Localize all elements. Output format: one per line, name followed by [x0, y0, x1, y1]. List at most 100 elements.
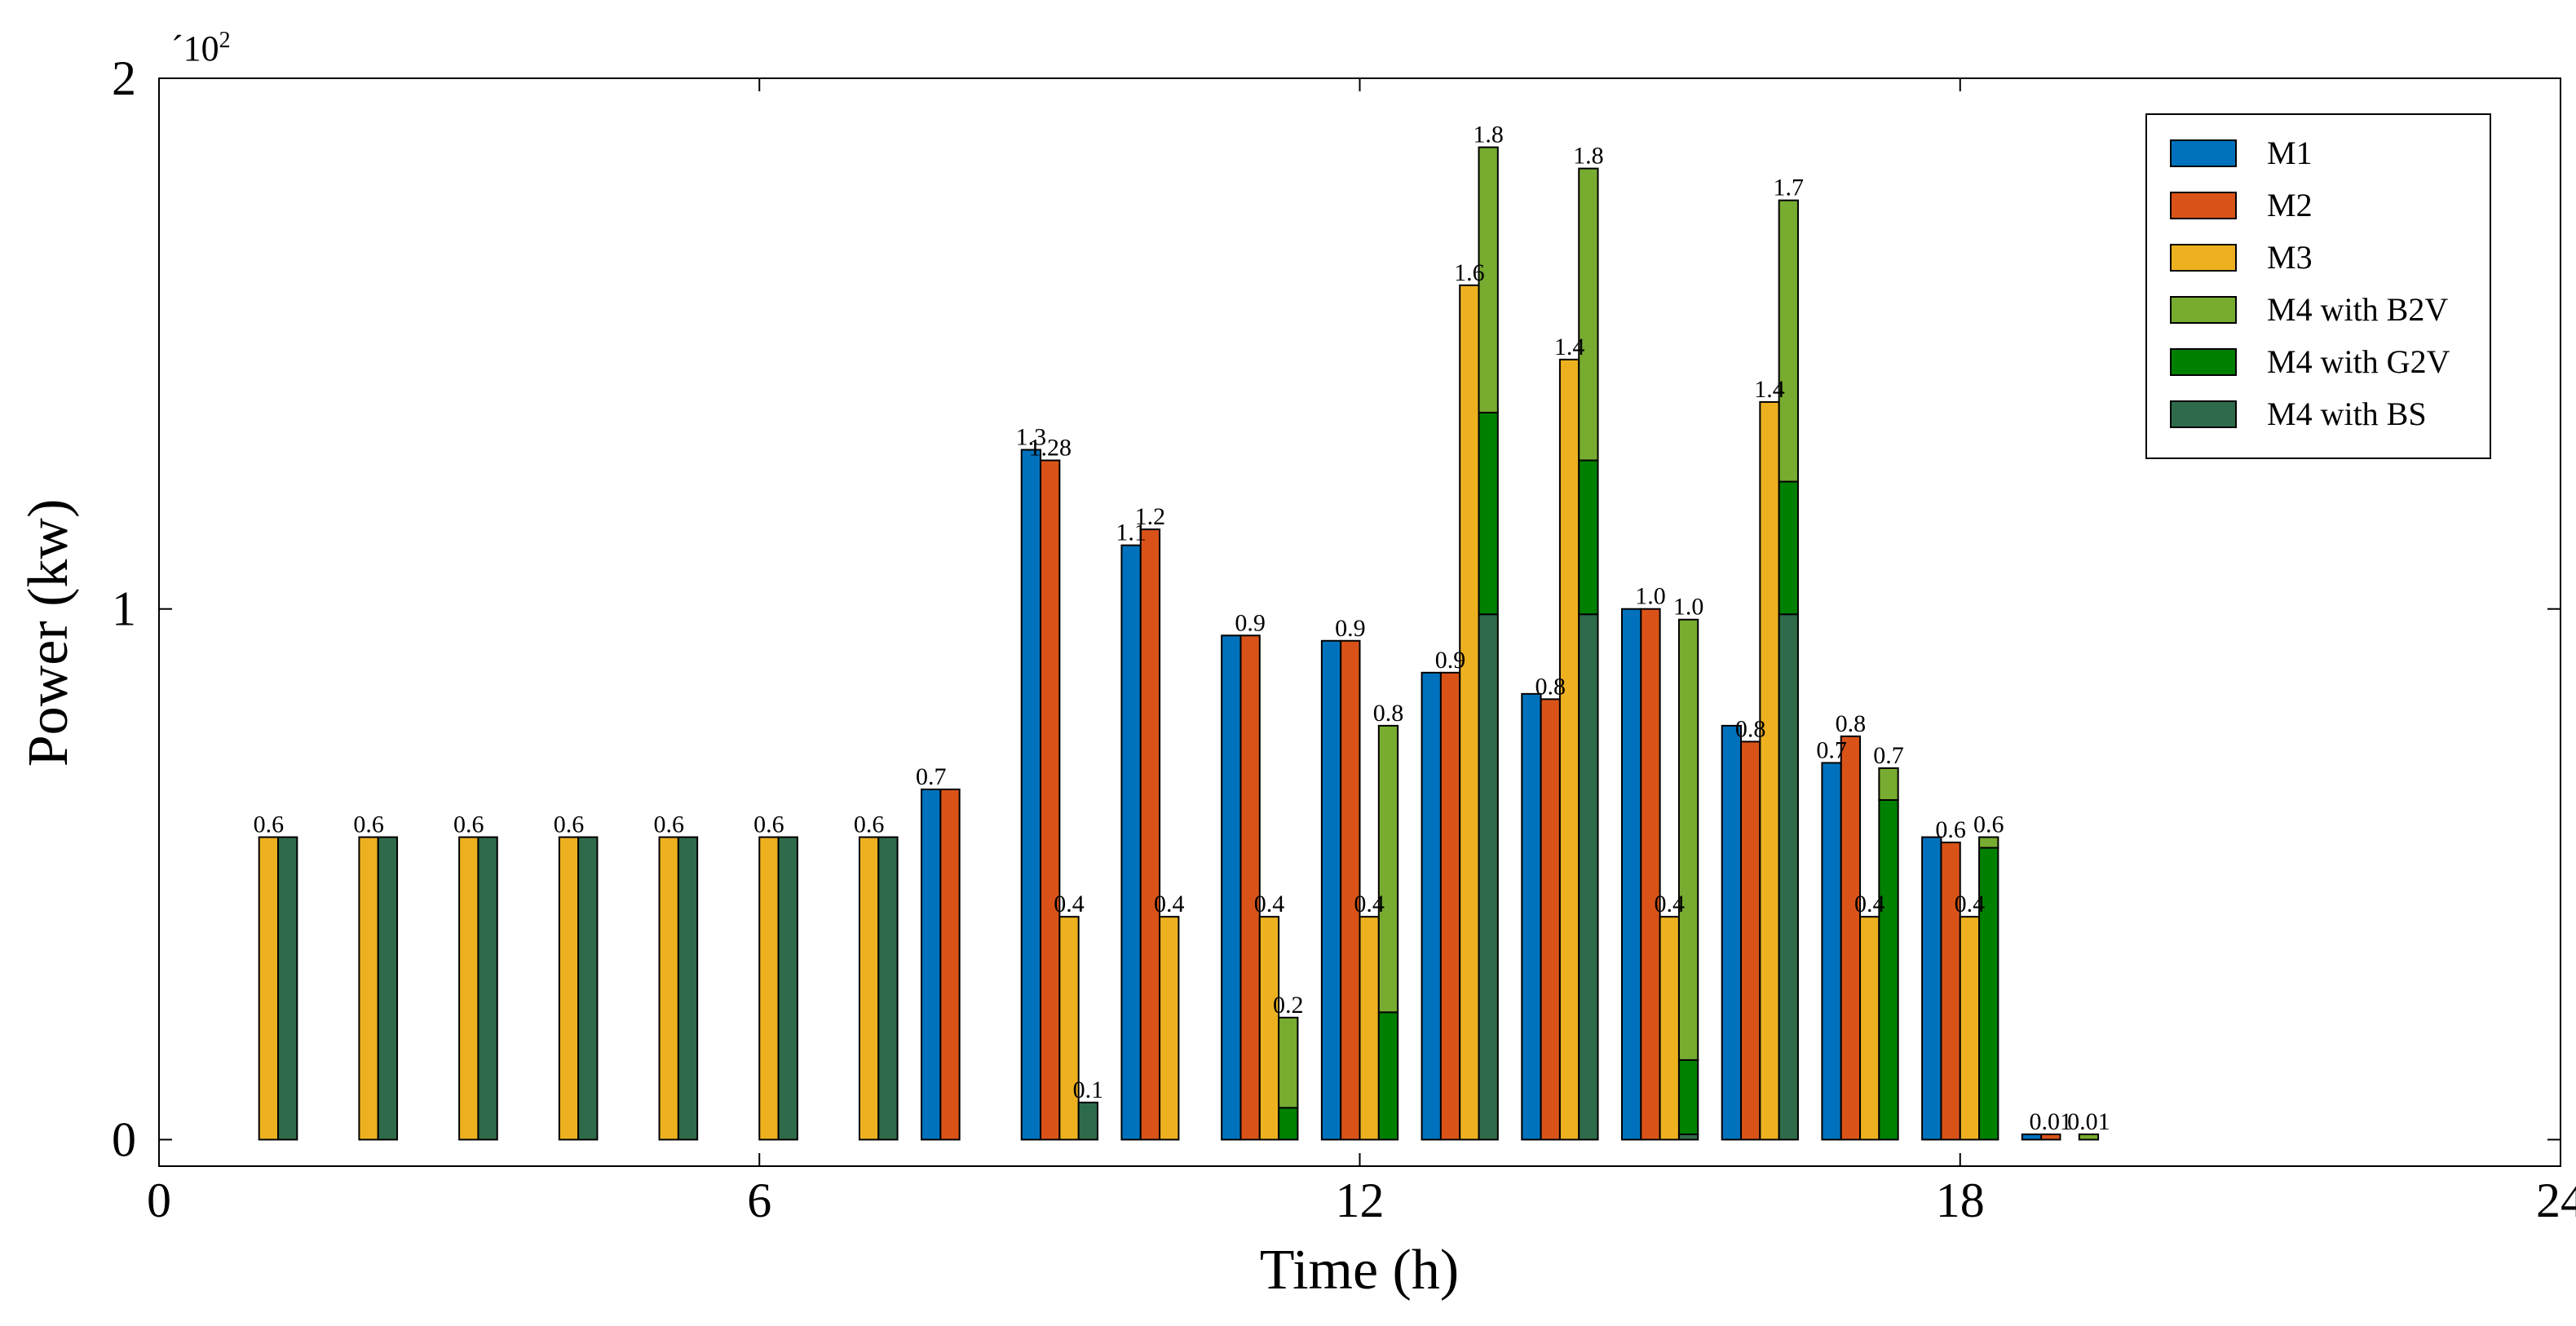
bar-m1-hour-17	[1821, 762, 1842, 1141]
bar-m4-bs-hour-7	[877, 836, 899, 1141]
bar-m2-hour-8	[939, 788, 961, 1141]
label-m4-hour-16: 1.7	[1774, 175, 1805, 201]
bar-m1-hour-10	[1120, 544, 1142, 1141]
bar-m3-hour-10	[1159, 916, 1180, 1141]
label-m2-hour-17: 0.8	[1836, 710, 1867, 737]
label-m3-hour-15: 0.4	[1655, 891, 1686, 917]
bar-m2-hour-13	[1439, 671, 1461, 1141]
bar-m4-g2v-hour-15	[1677, 1059, 1699, 1135]
bar-m3-hour-5	[658, 836, 679, 1141]
bar-m1-hour-14	[1521, 692, 1542, 1141]
bar-m4-g2v-hour-16	[1778, 480, 1799, 616]
bar-m3-hour-14	[1558, 358, 1580, 1141]
x-tick-label: 0	[147, 1174, 171, 1227]
bar-m4-b2v-hour-15	[1677, 618, 1699, 1061]
bar-m4-bs-hour-4	[577, 836, 599, 1141]
label-m2-hour-14: 0.8	[1535, 673, 1566, 700]
label-m2-hour-11: 0.9	[1235, 609, 1266, 636]
label-m3-hour-11: 0.4	[1254, 891, 1285, 917]
x-axis-title: Time (h)	[1260, 1239, 1459, 1302]
label-m4-hour-18: 0.6	[1973, 811, 2004, 838]
label-m4-hour-17: 0.7	[1873, 742, 1904, 769]
label-m3-hour-14: 1.4	[1554, 334, 1585, 360]
bar-m2-hour-15	[1640, 608, 1661, 1141]
legend-swatch	[2170, 296, 2237, 324]
label-m3-hour-6: 0.6	[753, 811, 784, 838]
label-m1-hour-10: 1.1	[1116, 519, 1147, 546]
legend-items: M1 M2 M3 M4 with B2V M4 with G2V M4 with BS	[2170, 135, 2450, 432]
bar-m3-hour-4	[558, 836, 580, 1141]
bars-layer	[258, 146, 2100, 1141]
bar-m3-hour-2	[358, 836, 379, 1141]
legend-swatch	[2170, 244, 2237, 272]
bar-m4-b2v-hour-14	[1578, 167, 1599, 462]
bar-m4-g2v-hour-13	[1478, 411, 1499, 616]
bar-m4-b2v-hour-12	[1377, 724, 1399, 1014]
label-m3-hour-12: 0.4	[1354, 891, 1385, 917]
bar-m4-g2v-hour-12	[1377, 1011, 1399, 1141]
bar-m2-hour-9	[1040, 459, 1061, 1141]
label-m3-hour-13: 1.6	[1454, 259, 1485, 286]
bar-m4-bs-hour-3	[477, 836, 498, 1141]
bar-m4-bs-hour-1	[277, 836, 298, 1141]
bar-m3-hour-12	[1359, 916, 1380, 1141]
bar-m3-hour-15	[1659, 916, 1680, 1141]
label-m1-hour-8: 0.7	[916, 763, 947, 790]
bar-m3-hour-18	[1959, 916, 1981, 1141]
legend-swatch	[2170, 192, 2237, 219]
legend-label: M2	[2267, 187, 2313, 223]
bar-m4-b2v-hour-13	[1478, 146, 1499, 413]
label-m2-hour-12: 0.9	[1335, 615, 1366, 642]
bar-m4-bs-hour-13	[1478, 613, 1499, 1141]
bar-m4-bs-hour-14	[1578, 613, 1599, 1141]
label-m3-hour-7: 0.6	[854, 811, 885, 838]
y-axis-title: Power (kw)	[17, 499, 80, 767]
bar-m3-hour-17	[1859, 916, 1880, 1141]
label-m4-hour-9: 0.1	[1073, 1076, 1104, 1103]
bar-m4-bs-hour-5	[677, 836, 699, 1141]
bar-m1-hour-8	[921, 788, 942, 1141]
label-m4-hour-15: 1.0	[1673, 594, 1704, 621]
bar-m3-hour-16	[1759, 400, 1780, 1141]
label-m3-hour-9: 0.4	[1054, 891, 1085, 917]
label-m2-hour-18: 0.6	[1935, 816, 1966, 843]
bar-m4-bs-hour-6	[777, 836, 798, 1141]
bar-m4-b2v-hour-17	[1878, 767, 1899, 801]
label-m3-hour-10: 0.4	[1154, 891, 1185, 917]
bar-m2-hour-10	[1139, 528, 1161, 1141]
label-m3-hour-5: 0.6	[653, 811, 684, 838]
label-m2-hour-15: 1.0	[1635, 583, 1666, 610]
legend: M1 M2 M3 M4 with B2V M4 with G2V M4 with BS	[2145, 113, 2491, 459]
label-m1-hour-17: 0.7	[1816, 736, 1847, 763]
label-m3-hour-1: 0.6	[254, 811, 285, 838]
bar-m2-hour-12	[1340, 639, 1361, 1141]
label-m4-hour-14: 1.8	[1573, 143, 1604, 170]
legend-swatch	[2170, 348, 2237, 376]
bar-m1-hour-16	[1721, 724, 1743, 1141]
bar-m4-g2v-hour-17	[1878, 798, 1899, 1141]
legend-label: M1	[2267, 135, 2313, 171]
legend-swatch	[2170, 400, 2237, 428]
label-m2-hour-10: 1.2	[1135, 503, 1166, 530]
label-m3-hour-2: 0.6	[353, 811, 384, 838]
bar-m2-hour-11	[1239, 634, 1261, 1141]
bar-m1-hour-18	[1921, 836, 1942, 1141]
bar-m2-hour-18	[1940, 842, 1961, 1141]
legend-label: M4 with BS	[2267, 396, 2427, 432]
bar-m4-b2v-hour-11	[1278, 1016, 1299, 1109]
label-m3-hour-3: 0.6	[453, 811, 484, 838]
label-m4-hour-19: 0.01	[2067, 1108, 2110, 1135]
bar-m4-g2v-hour-14	[1578, 459, 1599, 616]
label-m2-hour-13: 0.9	[1435, 647, 1466, 674]
bar-m1-hour-12	[1320, 639, 1342, 1141]
bar-m1-hour-9	[1020, 449, 1042, 1141]
legend-label: M4 with G2V	[2267, 343, 2450, 380]
legend-label: M3	[2267, 239, 2313, 276]
bar-m1-hour-11	[1221, 634, 1242, 1141]
label-m4-hour-13: 1.8	[1473, 122, 1504, 148]
y-tick-label: 1	[112, 582, 136, 636]
label-m1-hour-9: 1.3	[1016, 424, 1047, 451]
bar-m2-hour-16	[1740, 740, 1761, 1141]
y-tick-label: 2	[112, 51, 136, 105]
label-m3-hour-18: 0.4	[1955, 891, 1986, 917]
